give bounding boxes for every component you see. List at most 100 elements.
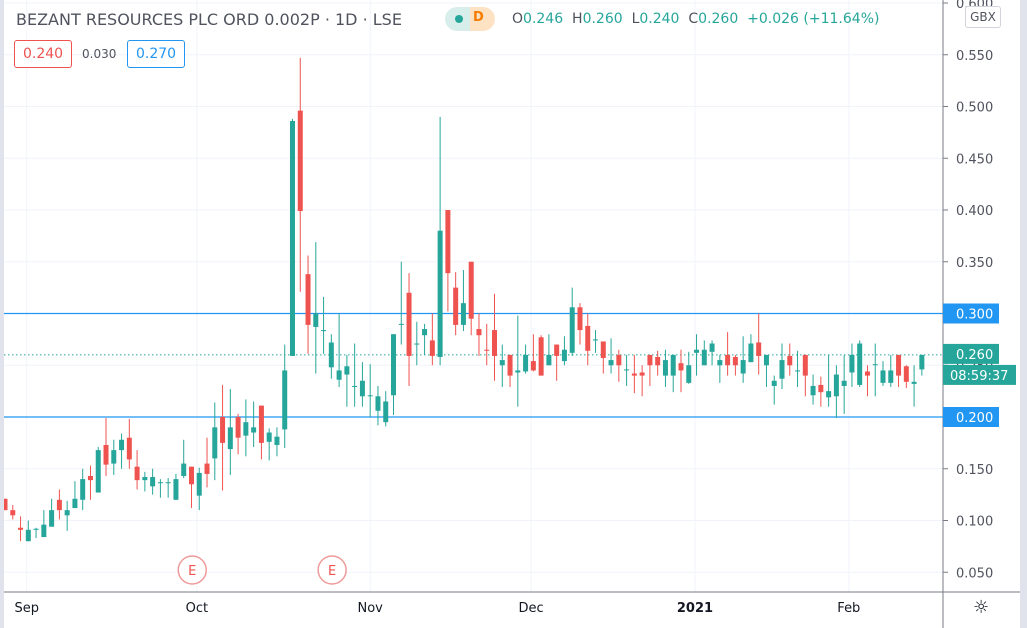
currency-label[interactable]: GBX (965, 6, 1001, 28)
candle-up (64, 510, 70, 516)
candle-up (748, 343, 754, 363)
y-tick-label: 0.400 (956, 204, 993, 219)
candle-up (810, 385, 816, 396)
open-value: 0.246 (523, 11, 564, 27)
candle-down (787, 355, 793, 366)
candle-down (600, 341, 606, 359)
candle-up (686, 365, 692, 383)
candle-up (150, 477, 156, 487)
candle-up (321, 330, 327, 332)
ohlc-legend: O0.246 H0.260 L0.240 C0.260 +0.026 (+11.… (512, 11, 879, 27)
right-panel-edge (1020, 0, 1027, 628)
candle-up (251, 427, 257, 433)
candle-down (639, 372, 645, 376)
candle-up (911, 381, 917, 384)
candle-up (274, 436, 280, 445)
earnings-marker-icon (317, 555, 347, 585)
candle-down (134, 466, 140, 481)
change-value: +0.026 (+11.64%) (747, 11, 880, 27)
last-price-label: 0.260 (956, 348, 993, 363)
candle-down (725, 354, 731, 366)
candle-down (10, 510, 16, 516)
sell-button[interactable]: 0.240 (14, 40, 73, 68)
candle-down (87, 475, 93, 481)
candle-up (608, 360, 614, 366)
bar-countdown-label: 08:59:37 (950, 369, 1008, 384)
candle-down (655, 356, 661, 366)
candle-down (538, 337, 544, 376)
candle-up (795, 370, 801, 372)
left-toolbar-edge (0, 0, 4, 628)
x-tick-label: Dec (518, 601, 543, 616)
buy-button[interactable]: 0.270 (127, 40, 186, 68)
candle-up (826, 391, 832, 398)
candle-up (740, 360, 746, 374)
y-tick-label: 0.100 (956, 515, 993, 530)
market-status-badge[interactable]: D (445, 7, 495, 31)
candle-up (328, 342, 334, 368)
candle-up (181, 463, 187, 476)
candle-down (468, 261, 474, 319)
candle-down (56, 499, 62, 511)
candle-up (857, 343, 863, 385)
candle-up (173, 479, 179, 500)
y-tick-label: 0.350 (956, 256, 993, 271)
x-tick-label: Sep (14, 601, 39, 616)
low-value: 0.240 (639, 11, 680, 27)
candle-down (903, 366, 909, 382)
candle-up (352, 385, 358, 387)
y-tick-label: 0.450 (956, 152, 993, 167)
horizontal-line-price-label: 0.300 (956, 308, 993, 323)
candle-up (763, 354, 769, 366)
y-tick-label: 0.500 (956, 101, 993, 116)
candle-down (554, 344, 560, 356)
candle-up (359, 380, 365, 397)
high-value: 0.260 (582, 11, 623, 27)
candle-up (515, 370, 521, 373)
candle-up (849, 354, 855, 373)
candle-down (258, 405, 264, 443)
candle-up (833, 374, 839, 397)
candle-down (235, 417, 241, 438)
candle-up (383, 401, 389, 423)
candle-up (561, 349, 567, 362)
candle-up (196, 472, 202, 496)
candle-down (297, 110, 303, 212)
candle-up (624, 369, 630, 371)
candle-up (701, 349, 707, 366)
earnings-marker-label: E (328, 564, 336, 579)
candle-down (453, 287, 459, 325)
candle-up (398, 323, 404, 325)
candle-up (460, 303, 466, 325)
candle-down (585, 325, 591, 351)
candle-down (818, 384, 824, 393)
candle-up (142, 477, 148, 481)
earnings-marker-icon (177, 555, 208, 585)
candle-up (880, 370, 886, 383)
candle-up (422, 329, 428, 336)
candle-down (647, 354, 653, 366)
symbol-title[interactable]: BEZANT RESOURCES PLC ORD 0.002P · 1D · L… (16, 10, 402, 29)
open-label: O (512, 11, 524, 27)
candle-down (220, 417, 226, 443)
candle-down (445, 210, 451, 274)
low-label: L (631, 11, 640, 27)
candle-up (367, 395, 373, 397)
gear-icon[interactable]: ☼ (973, 597, 990, 618)
candle-down (18, 527, 24, 530)
candle-up (227, 427, 233, 450)
candle-down (406, 292, 412, 356)
candle-up (289, 120, 295, 356)
candle-up (266, 432, 272, 442)
candle-down (188, 466, 194, 485)
candle-up (593, 339, 599, 341)
candle-down (126, 437, 132, 460)
x-tick-label: Feb (837, 601, 860, 616)
x-tick-label: Oct (186, 601, 208, 616)
candle-down (204, 463, 210, 474)
candle-up (779, 360, 785, 379)
candle-down (678, 363, 684, 371)
candle-up (25, 529, 31, 542)
candle-up (499, 360, 505, 366)
